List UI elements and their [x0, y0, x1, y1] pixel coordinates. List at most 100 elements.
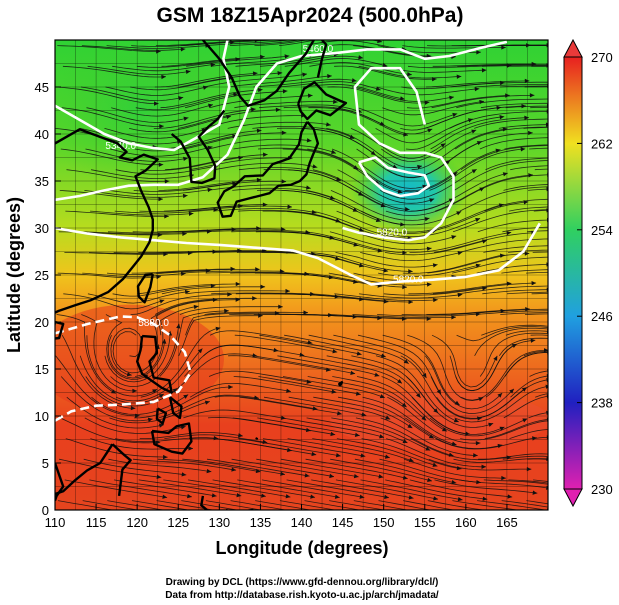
- streamline: [327, 314, 432, 320]
- streamline-arrowhead: [551, 101, 556, 105]
- streamline-arrowhead: [280, 471, 285, 476]
- streamline-arrowhead: [256, 177, 262, 183]
- streamline-arrowhead: [384, 494, 389, 500]
- streamline-arrowhead: [475, 440, 481, 446]
- streamline-arrowhead: [184, 289, 190, 295]
- streamline-arrowhead: [549, 248, 554, 252]
- streamline: [308, 334, 409, 365]
- x-tick-label: 110: [45, 515, 66, 530]
- streamline: [306, 417, 408, 444]
- streamline-arrowhead: [257, 87, 263, 93]
- streamline: [87, 291, 190, 304]
- streamline-arrowhead: [501, 45, 506, 50]
- streamline: [238, 167, 342, 182]
- streamline-arrowhead: [546, 394, 548, 399]
- streamline-arrowhead: [197, 348, 203, 354]
- streamline-arrowhead: [310, 494, 316, 499]
- coastline: [200, 495, 208, 510]
- streamline: [104, 330, 171, 383]
- streamline-arrowhead: [550, 307, 555, 311]
- streamline: [208, 138, 312, 150]
- streamline: [355, 417, 454, 457]
- streamline-arrowhead: [548, 290, 553, 294]
- streamline: [91, 169, 194, 179]
- streamline-arrowhead: [211, 493, 217, 498]
- streamline: [212, 479, 316, 498]
- streamline: [502, 455, 548, 460]
- streamline-arrowhead: [451, 480, 457, 485]
- streamline-arrowhead: [350, 370, 356, 375]
- streamline-arrowhead: [285, 288, 290, 294]
- streamline-arrowhead: [481, 464, 487, 469]
- x-tick-label: 165: [496, 515, 518, 530]
- streamline: [62, 65, 166, 78]
- streamline-arrowhead: [224, 308, 229, 314]
- streamline-arrowhead: [505, 93, 510, 98]
- streamline: [378, 264, 481, 277]
- streamline-arrowhead: [230, 515, 235, 519]
- streamline: [404, 417, 503, 449]
- streamline: [162, 250, 267, 253]
- streamline: [82, 272, 186, 278]
- streamline: [533, 479, 548, 482]
- streamline-arrowhead: [548, 505, 553, 509]
- streamline: [503, 184, 548, 191]
- streamline-arrowhead: [552, 309, 557, 313]
- streamline-arrowhead: [428, 434, 434, 439]
- streamline: [229, 40, 301, 46]
- streamline-arrowhead: [407, 423, 413, 429]
- streamline: [140, 327, 221, 398]
- streamline-arrowhead: [551, 237, 556, 241]
- streamline: [286, 479, 389, 499]
- streamline: [362, 396, 457, 446]
- streamline-arrowhead: [546, 456, 548, 462]
- streamline-arrowhead: [475, 217, 481, 223]
- streamline: [259, 104, 363, 113]
- streamline: [111, 104, 214, 117]
- streamline: [362, 169, 458, 193]
- streamline-arrowhead: [256, 226, 261, 231]
- streamline-arrowhead: [422, 372, 427, 378]
- streamline: [481, 324, 548, 336]
- streamline: [280, 458, 384, 478]
- streamline-arrowhead: [404, 207, 410, 212]
- contour-label: 5820.0: [393, 275, 424, 286]
- streamline: [164, 434, 268, 444]
- streamline: [86, 107, 189, 123]
- streamline: [205, 40, 291, 46]
- streamline: [232, 417, 336, 436]
- streamline: [357, 107, 458, 127]
- streamline-arrowhead: [549, 97, 554, 101]
- streamline: [235, 53, 339, 67]
- streamline-arrowhead: [425, 446, 431, 451]
- streamline: [84, 417, 186, 434]
- streamline: [56, 86, 159, 104]
- streamline: [187, 479, 291, 498]
- streamline: [458, 238, 548, 253]
- streamline-arrowhead: [550, 332, 555, 336]
- streamline-arrowhead: [132, 388, 137, 394]
- streamline-arrowhead: [545, 384, 548, 389]
- streamline: [115, 437, 219, 443]
- streamline: [484, 198, 548, 212]
- streamline: [408, 282, 512, 295]
- streamline: [456, 98, 548, 109]
- x-tick-label: 120: [126, 515, 148, 530]
- streamline: [185, 90, 288, 109]
- streamline: [129, 115, 232, 133]
- streamline: [527, 230, 548, 233]
- streamline: [357, 334, 442, 395]
- streamline-arrowhead: [550, 454, 555, 458]
- streamline: [107, 231, 212, 234]
- streamline: [505, 330, 548, 336]
- streamline: [480, 102, 548, 109]
- streamline-arrowhead: [384, 454, 390, 459]
- streamline: [501, 269, 548, 274]
- streamline-arrowhead: [549, 156, 554, 160]
- streamline-arrowhead: [353, 473, 359, 479]
- streamline: [106, 270, 211, 275]
- streamline: [150, 299, 218, 356]
- streamline: [213, 208, 317, 214]
- streamline: [156, 500, 216, 510]
- streamline-arrowhead: [255, 267, 260, 272]
